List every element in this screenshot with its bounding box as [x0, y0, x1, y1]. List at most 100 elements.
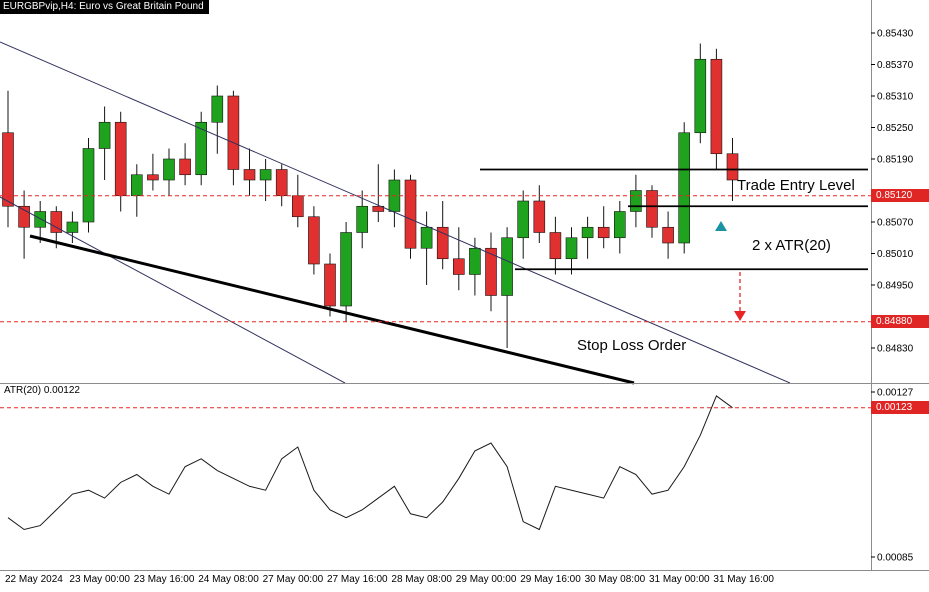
time-axis-label: 23 May 00:00	[69, 574, 130, 585]
atr-value-tag[interactable]: 0.00123	[871, 401, 929, 415]
candle	[324, 253, 336, 317]
candle-body-bear	[227, 95, 240, 170]
candle	[452, 227, 465, 291]
candle	[694, 43, 707, 144]
price-tick-label: 0.85070	[877, 218, 914, 229]
candle-body-bull	[678, 132, 691, 244]
candle	[517, 190, 530, 259]
candle	[34, 201, 47, 243]
buy-arrow-icon[interactable]	[715, 221, 727, 231]
trendline[interactable]	[0, 41, 791, 384]
candle-body-bear	[18, 205, 30, 228]
candle	[646, 185, 658, 238]
candle-body-bear	[710, 58, 723, 155]
annotation-trade-entry-level[interactable]: Trade Entry Level	[737, 177, 855, 194]
candle-body-bull	[82, 148, 95, 223]
time-axis-label: 29 May 16:00	[520, 574, 581, 585]
candle-body-bull	[356, 205, 369, 233]
candle-body-bull	[469, 247, 481, 275]
candle-body-bull	[517, 200, 530, 239]
trendline[interactable]	[29, 234, 635, 385]
candle-body-bull	[613, 211, 626, 239]
candle	[147, 153, 159, 191]
candle	[179, 143, 191, 186]
candle-body-bull	[694, 58, 707, 134]
candle	[243, 148, 256, 196]
candle	[66, 211, 79, 243]
atr-tick-label: 0.00085	[877, 552, 914, 563]
price-tick-label: 0.85430	[877, 29, 914, 40]
candle-body-bear	[114, 121, 127, 197]
time-axis-label: 31 May 16:00	[713, 574, 774, 585]
candle	[388, 169, 401, 228]
candle	[597, 206, 610, 249]
trendline[interactable]	[0, 196, 346, 384]
candle	[436, 201, 449, 270]
candle	[469, 237, 481, 296]
candle-body-bull	[131, 174, 143, 197]
price-tick-label: 0.85190	[877, 155, 914, 166]
candle	[372, 164, 385, 222]
annotation-2x-atr[interactable]: 2 x ATR(20)	[752, 237, 831, 254]
candle	[18, 190, 30, 259]
candle-body-bear	[50, 211, 63, 233]
candle	[581, 216, 594, 259]
candle	[82, 138, 95, 233]
atr-tick-label: 0.00127	[877, 388, 914, 399]
candle	[291, 174, 304, 228]
candle-body-bear	[243, 169, 256, 181]
candle-body-bull	[211, 95, 224, 123]
entry-price-tag[interactable]: 0.85120	[871, 189, 929, 203]
candles	[2, 43, 739, 348]
time-axis-label: 23 May 16:00	[134, 574, 195, 585]
candle	[211, 85, 224, 154]
candle	[114, 111, 127, 212]
candle	[630, 174, 642, 228]
candle	[662, 211, 674, 259]
candle	[356, 190, 369, 249]
candle-body-bear	[549, 232, 562, 260]
candle	[485, 232, 497, 312]
candle	[259, 159, 272, 201]
time-axis-label: 29 May 00:00	[456, 574, 517, 585]
candle-body-bull	[66, 221, 79, 233]
candle	[549, 216, 562, 275]
annotation-stop-loss-order[interactable]: Stop Loss Order	[577, 337, 687, 354]
candle-body-bull	[340, 232, 352, 307]
candle-body-bear	[324, 263, 336, 307]
stoploss-price-tag[interactable]: 0.84880	[871, 315, 929, 329]
candle	[98, 106, 111, 180]
candle-body-bear	[147, 174, 159, 181]
candle-body-bear	[404, 179, 417, 249]
candle	[275, 164, 288, 207]
candle-body-bear	[485, 247, 497, 296]
atr-indicator-label: ATR(20) 0.00122	[4, 385, 80, 396]
candle-body-bear	[179, 158, 191, 176]
candle-body-bear	[646, 190, 658, 228]
candle-body-bull	[34, 211, 47, 228]
chart-title: EURGBPvip,H4: Euro vs Great Britain Poun…	[0, 0, 209, 14]
time-axis-label: 24 May 08:00	[198, 574, 259, 585]
candle-body-bull	[581, 226, 594, 239]
risk-range-arrowhead-icon	[734, 311, 746, 321]
candle	[163, 148, 175, 196]
candle	[2, 90, 14, 228]
price-tick-label: 0.85310	[877, 92, 914, 103]
candle-body-bear	[533, 200, 546, 233]
candle-body-bull	[195, 121, 207, 176]
candle	[565, 227, 578, 275]
candle-body-bear	[372, 205, 385, 212]
atr-line	[7, 395, 733, 531]
price-tick-label: 0.85010	[877, 249, 914, 260]
candle	[420, 211, 433, 285]
price-tick-label: 0.85250	[877, 123, 914, 134]
candle-body-bull	[501, 237, 513, 296]
price-tick-label: 0.85370	[877, 60, 914, 71]
candle	[227, 90, 240, 186]
candle	[533, 185, 546, 243]
candle-body-bear	[726, 153, 739, 181]
candle	[131, 164, 143, 217]
candle	[404, 174, 417, 259]
